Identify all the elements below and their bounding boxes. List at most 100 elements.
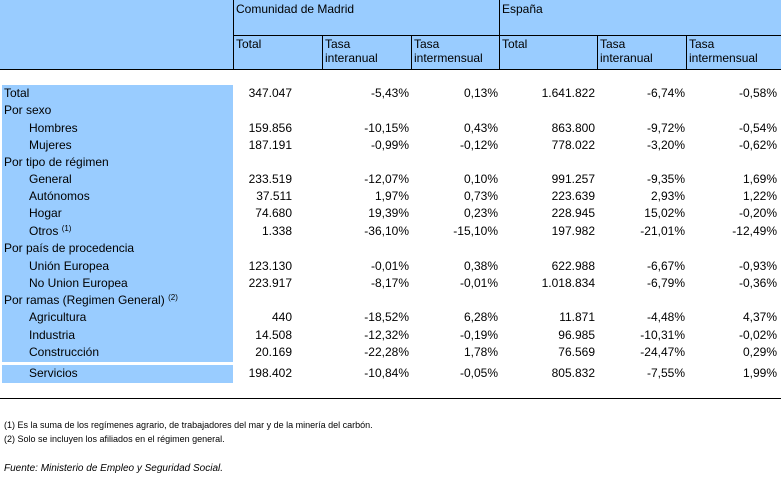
row-label-text: Servicios: [29, 366, 78, 380]
row-label: Unión Europea: [29, 258, 109, 275]
col-header-madrid-interanual: Tasa interanual: [322, 35, 411, 70]
table-row: Construcción 20.169 -22,28% 1,78% 76.569 -24,…: [0, 344, 781, 361]
table-cell: -24,47%: [640, 345, 685, 359]
row-label-text: Por ramas (Regimen General): [4, 293, 165, 307]
row-label: Hogar: [29, 205, 62, 222]
table-cell: -0,62%: [738, 138, 777, 152]
table-cell: -0,12%: [459, 138, 498, 152]
table-cell: 15,02%: [644, 206, 685, 220]
table-row: Por país de procedencia: [0, 240, 781, 257]
row-label: Otros (1): [29, 223, 71, 240]
table-cell: 74.680: [255, 206, 292, 220]
row-label: Construcción: [29, 344, 99, 361]
table-row: Autónomos 37.511 1,97% 0,73% 223.639 2,93% 1,2…: [0, 188, 781, 205]
table-cell: 20.169: [255, 345, 292, 359]
footnote-ref: (2): [168, 293, 178, 302]
table-cell: -0,05%: [459, 366, 498, 380]
table-cell: 1,97%: [374, 189, 409, 203]
table-row: Otros (1) 1.338 -36,10% -15,10% 197.982 -21,0…: [0, 223, 781, 240]
row-label-bg: [2, 171, 233, 189]
row-label-text: Hogar: [29, 206, 62, 220]
row-label-bg: [2, 258, 233, 276]
row-label: Mujeres: [29, 137, 72, 154]
table-cell: 6,28%: [463, 310, 498, 324]
row-label-text: Autónomos: [29, 189, 90, 203]
table-cell: 2,93%: [650, 189, 685, 203]
table-cell: 991.257: [551, 172, 595, 186]
table-cell: 0,29%: [742, 345, 777, 359]
row-label-text: General: [29, 172, 72, 186]
table-cell: -10,31%: [640, 328, 685, 342]
table-cell: -10,15%: [364, 121, 409, 135]
table-cell: 187.191: [248, 138, 292, 152]
row-label-bg: [2, 275, 233, 293]
col-header-espana-interanual: Tasa interanual: [597, 35, 686, 70]
table-cell: 76.569: [558, 345, 595, 359]
table-cell: 0,43%: [463, 121, 498, 135]
table-cell: -0,01%: [459, 276, 498, 290]
row-label-bg: [2, 102, 233, 120]
row-label-text: Hombres: [29, 121, 78, 135]
row-label-text: Por tipo de régimen: [4, 155, 109, 169]
row-label-text: Unión Europea: [29, 259, 110, 273]
table-cell: -10,84%: [364, 366, 409, 380]
table-cell: -0,99%: [370, 138, 409, 152]
table-cell: 4,37%: [742, 310, 777, 324]
source-note: Fuente: Ministerio de Empleo y Seguridad…: [4, 463, 224, 474]
row-label-bg: [2, 188, 233, 206]
footnote-ref: (1): [61, 224, 72, 233]
row-label: Autónomos: [29, 188, 90, 205]
table-cell: 159.856: [248, 121, 292, 135]
table-row: Hombres 159.856 -10,15% 0,43% 863.800 -9,72% -…: [0, 120, 781, 137]
table-cell: -36,10%: [364, 224, 409, 238]
footnote-2: (2) Solo se incluyen los afiliados en el…: [4, 434, 225, 444]
row-label-text: Mujeres: [29, 138, 72, 152]
row-label: Hombres: [29, 120, 78, 137]
row-label-bg: [2, 120, 233, 138]
table-cell: 19,39%: [368, 206, 409, 220]
table-cell: 14.508: [255, 328, 292, 342]
table-cell: 198.402: [248, 366, 292, 380]
header-blank: [0, 0, 233, 70]
table-cell: 233.519: [248, 172, 292, 186]
row-label: Total: [4, 85, 29, 102]
table-cell: -21,01%: [640, 224, 685, 238]
table-cell: 223.917: [248, 276, 292, 290]
table-cell: -4,48%: [646, 310, 685, 324]
table-row: General 233.519 -12,07% 0,10% 991.257 -9,35% 1…: [0, 171, 781, 188]
table-cell: -12,07%: [364, 172, 409, 186]
table-cell: -0,01%: [370, 259, 409, 273]
row-label-bg: [2, 327, 233, 345]
table-header: Comunidad de Madrid España Total Tasa int…: [0, 0, 781, 70]
table-cell: 228.945: [551, 206, 595, 220]
row-label: Por tipo de régimen: [4, 154, 109, 171]
table-cell: 1,99%: [742, 366, 777, 380]
table-cell: -3,20%: [646, 138, 685, 152]
row-label-text: Total: [4, 86, 30, 100]
table-cell: 440: [271, 310, 292, 324]
table-cell: 778.022: [551, 138, 595, 152]
table-cell: 0,13%: [463, 86, 498, 100]
table-row: No Union Europea 223.917 -8,17% -0,01% 1.018…: [0, 275, 781, 292]
row-label: Agricultura: [29, 309, 86, 326]
row-label-bg: [2, 137, 233, 155]
table-cell: 96.985: [558, 328, 595, 342]
table-cell: -0,02%: [738, 328, 777, 342]
table-cell: 223.639: [551, 189, 595, 203]
row-label-bg: [2, 365, 233, 383]
table-cell: 1,22%: [742, 189, 777, 203]
table-row: Por tipo de régimen: [0, 154, 781, 171]
table-row: Agricultura 440 -18,52% 6,28% 11.871 -4,48% 4,…: [0, 309, 781, 326]
table-cell: 0,38%: [463, 259, 498, 273]
table-cell: 11.871: [559, 310, 595, 324]
table-cell: 197.982: [551, 224, 595, 238]
table-cell: 863.800: [551, 121, 595, 135]
table-cell: -12,32%: [364, 328, 409, 342]
table-cell: -7,55%: [646, 366, 685, 380]
row-label-text: Por sexo: [4, 103, 52, 117]
table-cell: -0,20%: [738, 206, 777, 220]
row-label: Por ramas (Regimen General) (2): [4, 292, 178, 309]
row-label-text: No Union Europea: [29, 276, 128, 290]
table-cell: -18,52%: [364, 310, 409, 324]
